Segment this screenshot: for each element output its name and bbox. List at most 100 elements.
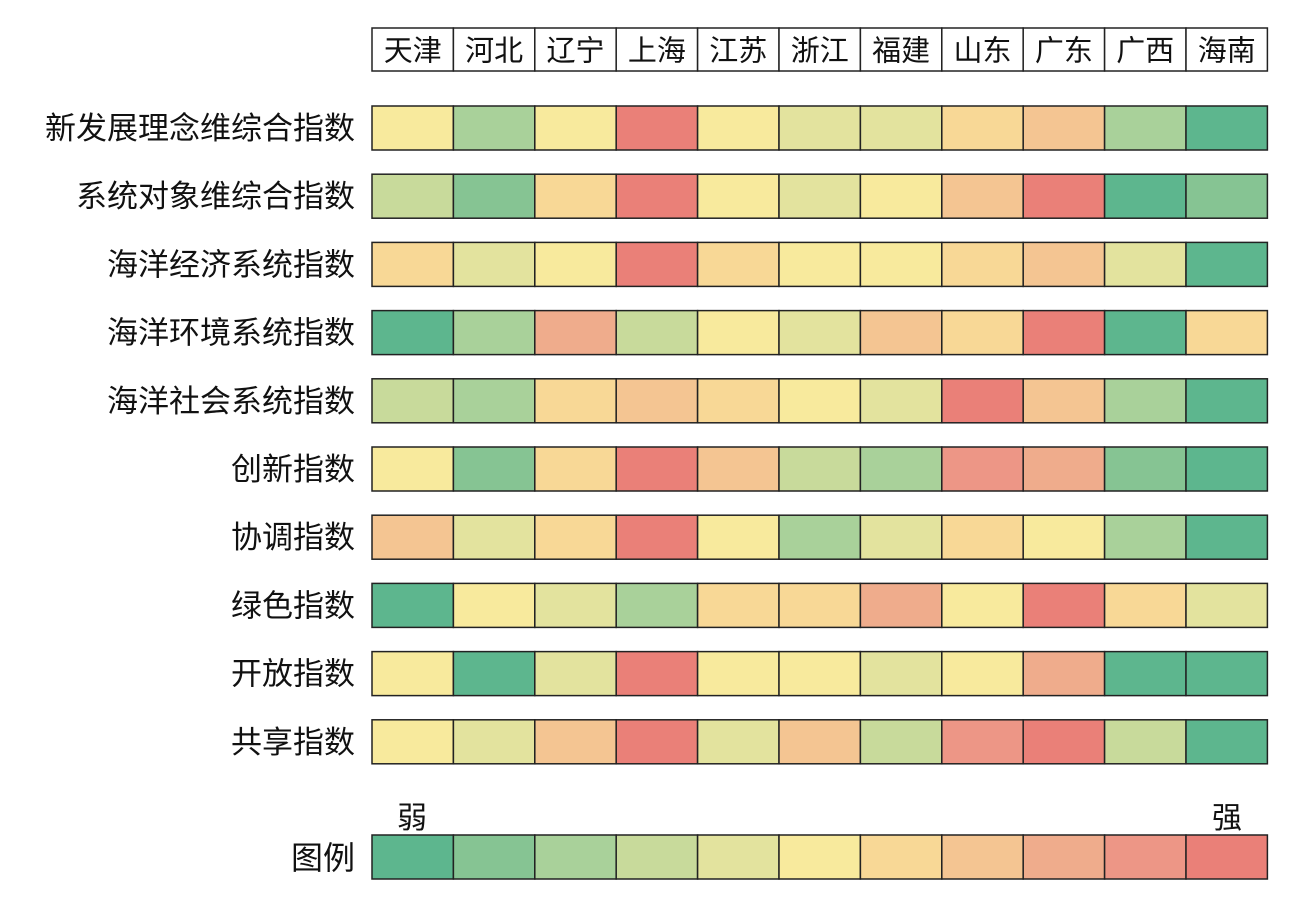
column-header-box (696, 27, 780, 72)
row-labels: 新发展理念维综合指数系统对象维综合指数海洋经济系统指数海洋环境系统指数海洋社会系… (45, 111, 355, 761)
column-header-box (778, 27, 862, 72)
heatmap-cell (778, 582, 862, 629)
heatmap-cell (941, 514, 1024, 560)
heatmap-cell (696, 582, 780, 629)
heatmap-cell (371, 173, 455, 219)
heatmap-cell (615, 719, 699, 765)
heatmap-cell (1185, 719, 1269, 765)
column-header-box (1185, 27, 1269, 72)
column-header-box (1022, 27, 1106, 72)
column-header-box (859, 27, 943, 72)
heatmap-cell (371, 378, 455, 424)
heatmap-cell (534, 582, 617, 629)
row-label: 开放指数 (231, 657, 355, 693)
heatmap-cell (778, 650, 862, 697)
heatmap-cell (534, 514, 617, 560)
legend-cell (452, 834, 536, 880)
heatmap-cell (696, 378, 780, 424)
heatmap-cell (1022, 719, 1106, 765)
heatmap-cell (452, 514, 536, 560)
heatmap-cell (615, 650, 699, 697)
legend-cell (778, 834, 862, 880)
heatmap-cell (941, 105, 1024, 151)
heatmap-cell (1185, 105, 1269, 151)
heatmap-cell (1022, 173, 1106, 219)
heatmap-cell (778, 241, 862, 288)
heatmap-cell (778, 378, 862, 424)
heatmap-cell (941, 241, 1024, 288)
heatmap-cell (859, 446, 943, 492)
heatmap-cell (941, 309, 1024, 356)
column-header-label: 河北 (465, 34, 523, 68)
heatmap-cell (371, 582, 455, 629)
heatmap-cell (615, 378, 699, 424)
heatmap-cell (452, 241, 536, 288)
heatmap-cell (778, 719, 862, 765)
heatmap-cell (941, 378, 1024, 424)
heatmap-cell (1103, 514, 1187, 560)
heatmap-cell (1022, 378, 1106, 424)
heatmap-cell (859, 650, 943, 697)
heatmap-cell (941, 582, 1024, 629)
heatmap-cell (859, 309, 943, 356)
row-label: 协调指数 (231, 520, 355, 556)
heatmap-cell (371, 105, 455, 151)
heatmap-cell (778, 309, 862, 356)
heatmap-cell (941, 719, 1024, 765)
heatmap-cell (1103, 446, 1187, 492)
heatmap-cell (1185, 309, 1269, 356)
heatmap-cell (1022, 105, 1106, 151)
heatmap-cell (1022, 582, 1106, 629)
heatmap-cell (1185, 173, 1269, 219)
heatmap-cell (615, 514, 699, 560)
heatmap-cell (1185, 241, 1269, 288)
heatmap-cell (1103, 719, 1187, 765)
column-header-box (452, 27, 536, 72)
heatmap-cell (534, 446, 617, 492)
legend-cell (1185, 834, 1269, 880)
heatmap-cell (859, 173, 943, 219)
legend-cell (941, 834, 1024, 880)
heatmap-cell (696, 241, 780, 288)
column-headers: 天津 河北 辽宁 上海 江苏 浙江 福建 山东 广东 广西 海南 (371, 27, 1269, 72)
heatmap-cell (1185, 582, 1269, 629)
row-label: 共享指数 (231, 725, 355, 761)
heatmap-cell (452, 378, 536, 424)
heatmap-cell (859, 378, 943, 424)
heatmap-cell (371, 650, 455, 697)
heatmap-cell (371, 309, 455, 356)
legend-cell (615, 834, 699, 880)
heatmap-cell (941, 446, 1024, 492)
heatmap-cell (1185, 650, 1269, 697)
heatmap-cell (1103, 241, 1187, 288)
heatmap-cell (1103, 650, 1187, 697)
column-header-label: 浙江 (791, 34, 849, 68)
row-label: 新发展理念维综合指数 (45, 111, 355, 147)
heatmap-cell (1103, 105, 1187, 151)
heatmap-cell (859, 582, 943, 629)
heatmap-cell (778, 173, 862, 219)
heatmap-cell (1185, 378, 1269, 424)
legend: 弱 强 图例 (291, 801, 1269, 880)
heatmap-cell (941, 173, 1024, 219)
column-header-label: 海南 (1198, 34, 1256, 68)
row-label: 海洋经济系统指数 (107, 247, 355, 283)
heatmap-cell (778, 514, 862, 560)
legend-cell (859, 834, 943, 880)
column-header-box (1103, 27, 1187, 72)
heatmap-cell (696, 650, 780, 697)
heatmap-cell (941, 650, 1024, 697)
heatmap-cell (452, 309, 536, 356)
heatmap-cell (615, 173, 699, 219)
heatmap-cell (859, 514, 943, 560)
heatmap-cell (1022, 241, 1106, 288)
column-header-label: 广东 (1035, 34, 1093, 68)
column-header-box (371, 27, 455, 72)
legend-weak-label: 弱 (397, 801, 427, 836)
column-header-label: 上海 (628, 34, 686, 68)
row-label: 创新指数 (231, 452, 355, 488)
heatmap-cells (371, 105, 1269, 765)
heatmap-cell (1103, 378, 1187, 424)
heatmap-cell (696, 105, 780, 151)
